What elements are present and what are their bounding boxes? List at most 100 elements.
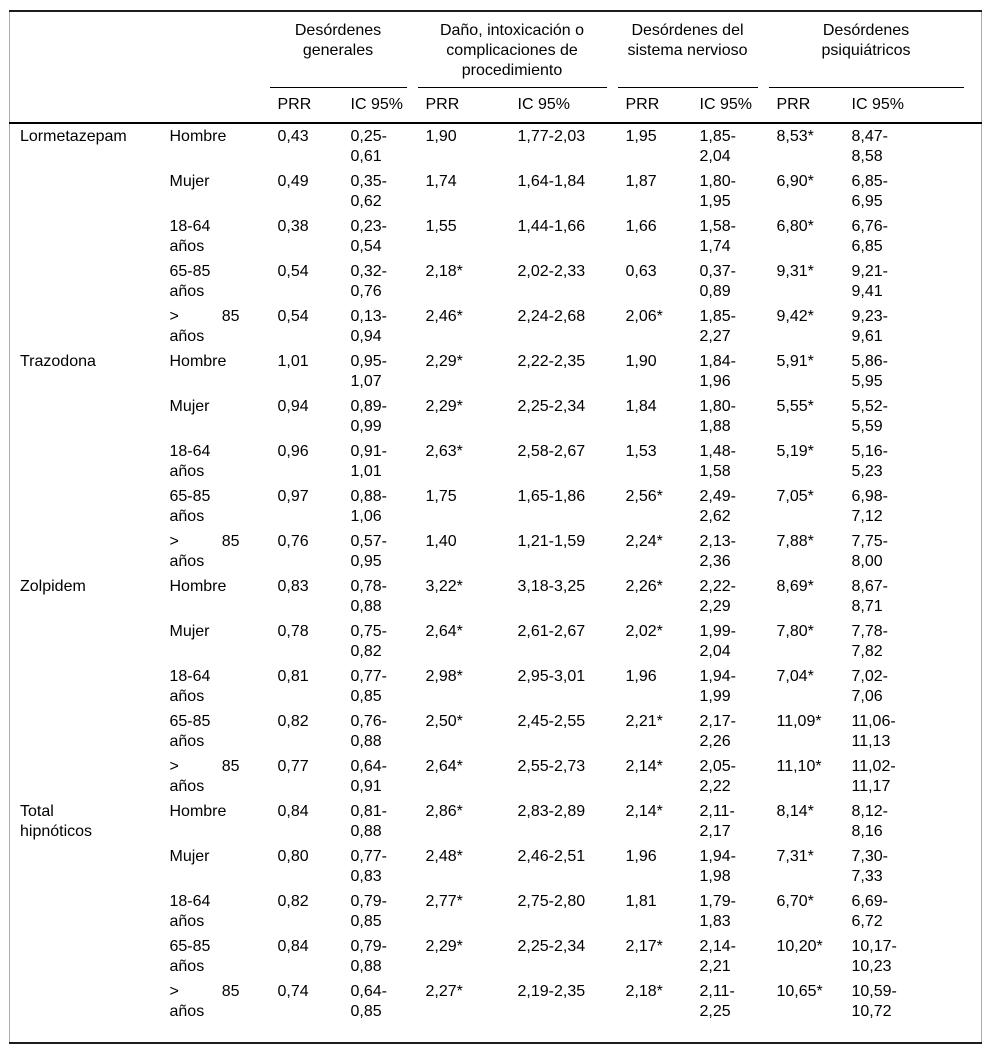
ic95-cell: 2,14-​2,21 — [692, 934, 758, 979]
ic95-value: 11,06-​11,13 — [851, 713, 896, 750]
spacer-cell — [963, 87, 982, 124]
spacer-cell — [964, 123, 982, 169]
ic95-cell: 2,25-​2,34 — [510, 394, 607, 439]
prr-cell: 0,43 — [277, 128, 309, 145]
ic95-cell: 2,11-​2,25 — [692, 979, 758, 1043]
drug-name-cell: Zolpidem — [10, 574, 170, 799]
ic95-value: 2,11-​2,25 — [699, 983, 735, 1020]
ic95-cell: 0,75-​0,82 — [343, 619, 407, 664]
ic95-cell: 0,81-​0,88 — [343, 799, 407, 844]
spacer-cell — [964, 844, 982, 889]
ic95-value: 8,67-​8,71 — [851, 578, 888, 615]
prr-cell: 9,42* — [776, 308, 814, 325]
prr-cell: 1,74 — [425, 173, 457, 190]
prr-cell: 0,80 — [277, 848, 309, 865]
prr-cell: 2,06* — [625, 308, 663, 325]
prr-cell: 2,21* — [625, 713, 663, 730]
subgroup-label: > 85 años — [169, 983, 240, 1020]
ic95-value: 2,55-​2,73 — [517, 758, 586, 775]
ic95-value: 9,23-​9,61 — [851, 308, 888, 345]
ic95-value: 1,64-​1,84 — [517, 173, 586, 190]
prr-cell: 1,81 — [625, 893, 657, 910]
spacer-cell — [607, 889, 618, 934]
spacer-cell — [407, 11, 418, 88]
ic95-cell: 2,58-​2,67 — [510, 439, 607, 484]
column-group-title-text: Desórdenes del sistema nervioso — [627, 22, 748, 59]
drug-name-cell: Total hipnóticos — [10, 799, 170, 1043]
ic95-value: 0,91-​1,01 — [350, 443, 387, 480]
ic95-value: 0,78-​0,88 — [350, 578, 387, 615]
prr-cell: 0,84 — [277, 803, 309, 820]
spacer-cell — [758, 484, 769, 529]
spacer-cell — [758, 979, 769, 1043]
blank-header-cell — [10, 11, 170, 88]
spacer-cell — [607, 799, 618, 844]
ic95-value: 2,24-​2,68 — [517, 308, 586, 325]
ic95-cell: 1,80-​1,95 — [692, 169, 758, 214]
table-row: Total hipnóticos Hombre 0,84 0,81-​0,88 2,86… — [10, 799, 982, 844]
ic95-value: 6,98-​7,12 — [851, 488, 888, 525]
prr-cell: 0,54 — [277, 263, 309, 280]
subgroup-cell: Mujer — [170, 619, 270, 664]
spacer-cell — [407, 349, 418, 394]
ic95-cell: 0,89-​0,99 — [343, 394, 407, 439]
prr-cell: 0,63 — [625, 263, 657, 280]
ic95-value: 2,95-​3,01 — [517, 668, 586, 685]
spacer-cell — [607, 754, 618, 799]
prr-cell: 1,66 — [625, 218, 657, 235]
spacer-cell — [407, 754, 418, 799]
prr-cell: 0,77 — [277, 758, 309, 775]
ic95-value: 7,30-​7,33 — [851, 848, 888, 885]
spacer-cell — [758, 11, 769, 88]
ic95-header: IC 95% — [843, 87, 964, 124]
ic95-value: 6,76-​6,85 — [851, 218, 888, 255]
prr-cell: 3,22* — [425, 578, 463, 595]
prr-cell: 1,84 — [625, 398, 657, 415]
ic95-cell: 1,44-​1,66 — [510, 214, 607, 259]
ic95-cell: 1,80-​1,88 — [692, 394, 758, 439]
table-row: Mujer 0,49 0,35-​0,62 1,74 1,64-​1,84 1,87 1,8… — [10, 169, 982, 214]
ic95-cell: 1,58-​1,74 — [692, 214, 758, 259]
ic95-value: 0,76-​0,88 — [350, 713, 387, 750]
prr-cell: 1,96 — [625, 668, 657, 685]
spacer-cell — [964, 934, 982, 979]
spacer-cell — [607, 169, 618, 214]
ic95-value: 0,79-​0,85 — [350, 893, 387, 930]
ic95-value: 7,02-​7,06 — [851, 668, 888, 705]
ic95-value: 0,32-​0,76 — [350, 263, 387, 300]
table-row: > 85 años 0,76 0,57-​0,95 1,40 1,21-​1,59 2,2… — [10, 529, 982, 574]
ic95-value: 1,99-​2,04 — [699, 623, 736, 660]
prr-cell: 1,55 — [425, 218, 457, 235]
table-row: Trazodona Hombre 1,01 0,95-​1,07 2,29* 2,22-​… — [10, 349, 982, 394]
spacer-cell — [407, 529, 418, 574]
prr-cell: 0,84 — [277, 938, 309, 955]
prr-cell: 5,55* — [776, 398, 814, 415]
ic95-cell: 1,65-​1,86 — [510, 484, 607, 529]
prr-header: PRR — [269, 87, 343, 124]
spacer-cell — [964, 709, 982, 754]
ic95-header: IC 95% — [691, 87, 758, 124]
ic95-cell: 0,64-​0,85 — [343, 979, 407, 1043]
ic95-value: 5,86-​5,95 — [851, 353, 888, 390]
ic95-value: 0,57-​0,95 — [350, 533, 387, 570]
prr-cell: 0,82 — [277, 713, 309, 730]
prr-cell: 7,05* — [776, 488, 814, 505]
column-group-title-text: Desórdenes generales — [294, 22, 382, 59]
ic95-cell: 1,94-​1,99 — [692, 664, 758, 709]
spacer-cell — [407, 574, 418, 619]
ic95-cell: 0,91-​1,01 — [343, 439, 407, 484]
ic95-cell: 0,23-​0,54 — [343, 214, 407, 259]
table-row: 18-64 años 0,81 0,77-​0,85 2,98* 2,95-​3,01 1… — [10, 664, 982, 709]
prr-cell: 5,19* — [776, 443, 814, 460]
spacer-cell — [964, 11, 982, 88]
prr-cell: 2,48* — [425, 848, 463, 865]
ic95-cell: 1,79-​1,83 — [692, 889, 758, 934]
ic95-cell: 0,78-​0,88 — [343, 574, 407, 619]
prr-cell: 7,31* — [776, 848, 814, 865]
prr-cell: 11,10* — [776, 758, 822, 775]
ic95-value: 1,48-​1,58 — [699, 443, 736, 480]
ic95-value: 2,61-​2,67 — [517, 623, 586, 640]
spacer-cell — [758, 709, 769, 754]
ic95-cell: 0,57-​0,95 — [343, 529, 407, 574]
spacer-cell — [758, 529, 769, 574]
